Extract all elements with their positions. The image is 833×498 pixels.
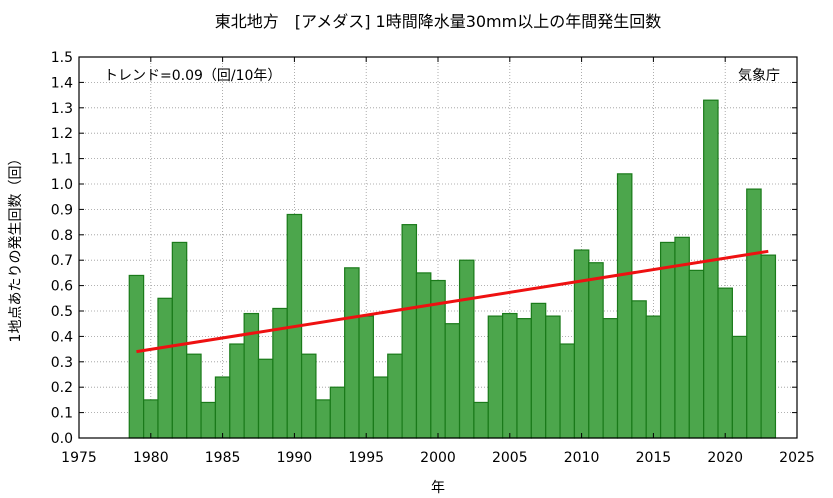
x-axis: 1975 1980 1985 1990 1995 2000 2005 2010 2015 2020… (61, 57, 815, 466)
y-tick-label: 0.8 (51, 228, 73, 244)
bar-1984 (200, 401, 217, 439)
bar-2004 (487, 315, 504, 439)
bar-1996 (372, 376, 389, 439)
bar-1980 (143, 399, 159, 439)
bar-2014 (631, 300, 647, 439)
bar-2019 (703, 99, 719, 439)
bar-1999 (415, 272, 432, 439)
x-tick-label: 1995 (348, 450, 384, 466)
bar-2017 (674, 236, 690, 439)
y-tick-label: 0.6 (51, 279, 73, 295)
bar-2011 (588, 262, 604, 439)
bar-2021 (731, 335, 748, 439)
bar-1986 (229, 343, 245, 439)
bar-1997 (387, 353, 403, 439)
bar-1988 (257, 358, 274, 439)
y-tick-label: 0.3 (51, 355, 73, 371)
y-tick-label: 0.1 (51, 406, 73, 422)
x-tick-label: 1990 (277, 450, 313, 466)
grid (79, 57, 797, 438)
x-tick-label: 2000 (420, 450, 456, 466)
y-tick-label: 0.2 (51, 380, 73, 396)
x-tick-label: 2025 (779, 450, 815, 466)
bar-2013 (616, 173, 633, 439)
bar-2005 (502, 312, 518, 439)
chart-title: 東北地方 [アメダス] 1時間降水量30mm以上の年間発生回数 (215, 12, 661, 31)
bar-1991 (300, 353, 317, 439)
bar-2023 (760, 254, 777, 439)
x-tick-label: 2020 (707, 450, 743, 466)
bar-2002 (458, 259, 475, 439)
bar-1993 (329, 386, 346, 439)
y-tick-label: 0.5 (51, 304, 73, 320)
bar-1985 (214, 376, 231, 439)
y-tick-label: 0.9 (51, 202, 73, 218)
bar-2015 (645, 315, 662, 439)
bar-1982 (171, 241, 188, 439)
bar-2001 (444, 323, 461, 439)
y-tick-label: 0.4 (51, 329, 73, 345)
bar-2006 (516, 318, 532, 439)
bar-1998 (401, 224, 418, 439)
y-tick-label: 0.0 (51, 431, 73, 447)
bar-1994 (344, 267, 360, 439)
y-tick-label: 1.5 (51, 50, 73, 66)
trend (136, 249, 769, 354)
bar-2003 (473, 401, 489, 439)
x-tick-label: 2015 (636, 450, 672, 466)
x-tick-label: 1980 (133, 450, 169, 466)
bar-1981 (157, 297, 173, 439)
y-tick-label: 0.7 (51, 253, 73, 269)
bar-2018 (688, 269, 705, 439)
bar-2009 (559, 343, 576, 439)
y-tick-label: 1.1 (51, 152, 73, 168)
y-tick-label: 1.0 (51, 177, 73, 193)
y-tick-label: 1.4 (51, 75, 73, 91)
x-tick-label: 2005 (492, 450, 528, 466)
bar-2008 (545, 315, 561, 439)
y-axis-label: 1地点あたりの発生回数（回） (8, 152, 24, 343)
bar-2012 (602, 318, 619, 439)
x-axis-label: 年 (431, 480, 445, 496)
bar-1979 (128, 274, 145, 439)
bar-2016 (659, 241, 676, 439)
bar-2007 (530, 302, 547, 439)
bar-2020 (717, 287, 733, 439)
x-tick-label: 1985 (205, 450, 241, 466)
y-tick-label: 1.3 (51, 101, 73, 117)
trend-annotation: トレンド=0.09（回/10年） (104, 68, 281, 84)
bar-1995 (358, 315, 374, 439)
source-label: 気象庁 (738, 68, 780, 84)
bar-1992 (315, 399, 331, 439)
x-tick-label: 2010 (564, 450, 600, 466)
bars (128, 99, 777, 439)
trend-line (136, 249, 769, 354)
bar-2010 (573, 249, 590, 439)
y-axis: 0.0 0.1 0.2 0.3 0.4 0.5 0.6 0.7 0.8 0.9 1.0 1.1 1.2 1… (51, 50, 797, 447)
bar-1983 (186, 353, 202, 439)
y-tick-label: 1.2 (51, 126, 73, 142)
x-tick-label: 1975 (61, 450, 97, 466)
bar-2022 (746, 188, 762, 439)
